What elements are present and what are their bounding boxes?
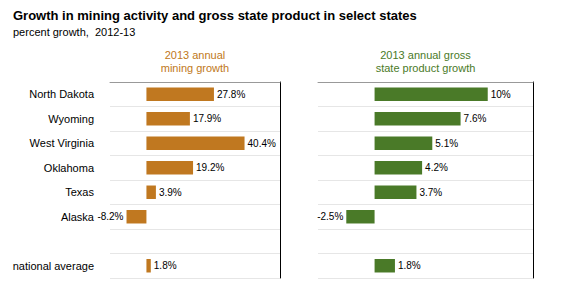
svg-text:national average: national average — [13, 260, 94, 272]
svg-text:10%: 10% — [491, 89, 511, 100]
svg-text:4.2%: 4.2% — [425, 162, 448, 173]
svg-text:2013 annual: 2013 annual — [165, 49, 226, 61]
svg-text:North Dakota: North Dakota — [29, 88, 95, 100]
svg-text:Oklahoma: Oklahoma — [44, 162, 95, 174]
svg-text:-8.2%: -8.2% — [97, 211, 123, 222]
svg-text:Alaska: Alaska — [61, 211, 95, 223]
svg-text:17.9%: 17.9% — [193, 113, 221, 124]
svg-text:percent growth, 2012-13: percent growth, 2012-13 — [13, 26, 135, 38]
svg-text:7.6%: 7.6% — [464, 113, 487, 124]
svg-text:Wyoming: Wyoming — [48, 113, 94, 125]
svg-text:5.1%: 5.1% — [435, 138, 458, 149]
svg-text:1.8%: 1.8% — [154, 260, 177, 271]
svg-text:40.4%: 40.4% — [248, 138, 276, 149]
svg-text:mining growth: mining growth — [161, 62, 229, 74]
svg-text:West Virginia: West Virginia — [30, 137, 95, 149]
svg-text:3.7%: 3.7% — [419, 187, 442, 198]
svg-text:1.8%: 1.8% — [398, 260, 421, 271]
svg-text:state product growth: state product growth — [376, 62, 476, 74]
svg-text:19.2%: 19.2% — [196, 162, 224, 173]
svg-text:Growth in mining activity and: Growth in mining activity and gross stat… — [13, 8, 417, 23]
svg-text:3.9%: 3.9% — [159, 187, 182, 198]
svg-text:27.8%: 27.8% — [217, 89, 245, 100]
svg-text:-2.5%: -2.5% — [317, 211, 343, 222]
svg-text:2013 annual gross: 2013 annual gross — [380, 49, 471, 61]
svg-text:Texas: Texas — [65, 186, 94, 198]
